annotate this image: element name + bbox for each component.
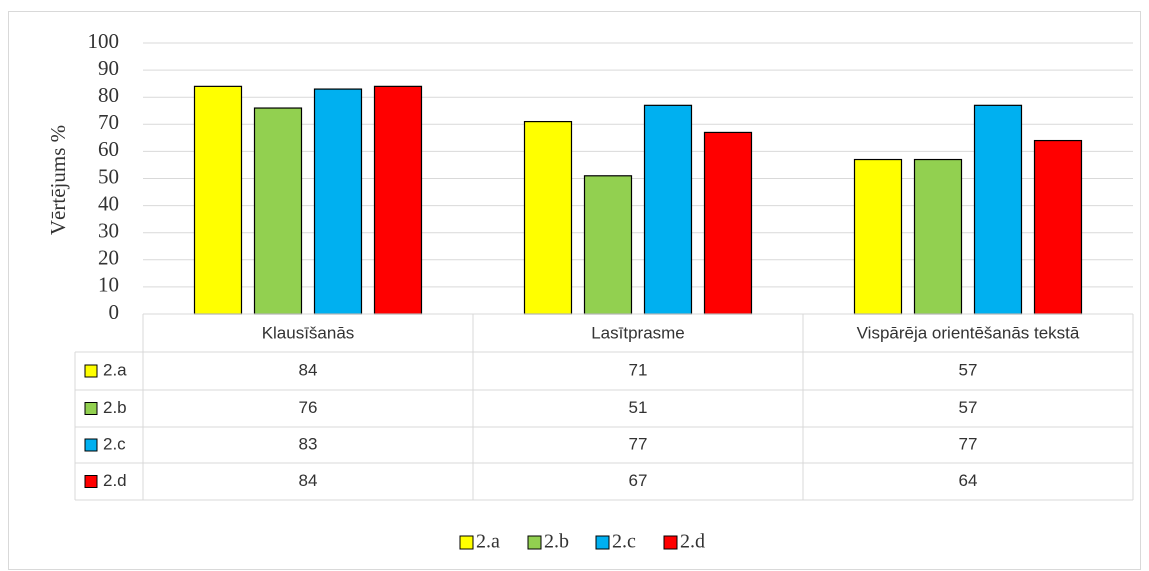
- bar: [913, 158, 963, 315]
- legend-key: [527, 535, 542, 550]
- legend-label: 2.c: [612, 531, 636, 553]
- legend-label: 2.a: [476, 531, 500, 553]
- table-series-name: 2.d: [103, 471, 127, 490]
- bar: [1033, 139, 1083, 315]
- bar: [703, 131, 753, 315]
- table-legend-key: [84, 475, 98, 488]
- table-cell: 77: [629, 434, 648, 453]
- bar: [313, 88, 363, 315]
- table-cell: 76: [299, 398, 318, 417]
- y-tick-label: 50: [98, 164, 119, 188]
- table-header: Klausīšanās: [262, 323, 355, 342]
- table-cell: 83: [299, 434, 318, 453]
- y-tick-label: 70: [98, 110, 119, 134]
- bar: [193, 85, 243, 315]
- table-cell: 67: [629, 471, 648, 490]
- table-cell: 71: [629, 360, 648, 379]
- table-cell: 84: [299, 360, 318, 379]
- y-tick-label: 30: [98, 219, 119, 243]
- table-header: Lasītprasme: [591, 323, 685, 342]
- table-series-name: 2.a: [103, 360, 127, 379]
- bar: [643, 104, 693, 315]
- bar: [253, 107, 303, 315]
- table-cell: 57: [959, 360, 978, 379]
- legend-key: [459, 535, 474, 550]
- y-tick-label: 80: [98, 83, 119, 107]
- y-tick-label: 0: [109, 300, 120, 324]
- table-header: Vispārēja orientēšanās tekstā: [857, 323, 1080, 342]
- y-tick-label: 20: [98, 246, 119, 270]
- table-cell: 57: [959, 398, 978, 417]
- legend-key: [595, 535, 610, 550]
- table-legend-key: [84, 364, 98, 378]
- legend-key: [663, 535, 678, 550]
- y-tick-label: 90: [98, 56, 119, 80]
- table-cell: 84: [299, 471, 318, 490]
- table-legend-key: [84, 402, 98, 415]
- y-axis-title: Vērtējums %: [46, 125, 70, 235]
- bar: [853, 158, 903, 315]
- table-legend-key: [84, 438, 98, 452]
- bar: [973, 104, 1023, 315]
- y-tick-label: 10: [98, 273, 119, 297]
- table-cell: 77: [959, 434, 978, 453]
- bar: [373, 85, 423, 315]
- legend-label: 2.d: [680, 531, 705, 553]
- legend-label: 2.b: [544, 531, 569, 553]
- table-series-name: 2.b: [103, 398, 127, 417]
- y-tick-label: 60: [98, 137, 119, 161]
- table-series-name: 2.c: [103, 434, 126, 453]
- y-tick-label: 100: [88, 29, 120, 53]
- y-tick-label: 40: [98, 191, 119, 215]
- bar: [583, 175, 633, 315]
- table-cell: 51: [629, 398, 648, 417]
- chart-border: [8, 11, 1141, 570]
- table-cell: 64: [959, 471, 978, 490]
- bar: [523, 120, 573, 315]
